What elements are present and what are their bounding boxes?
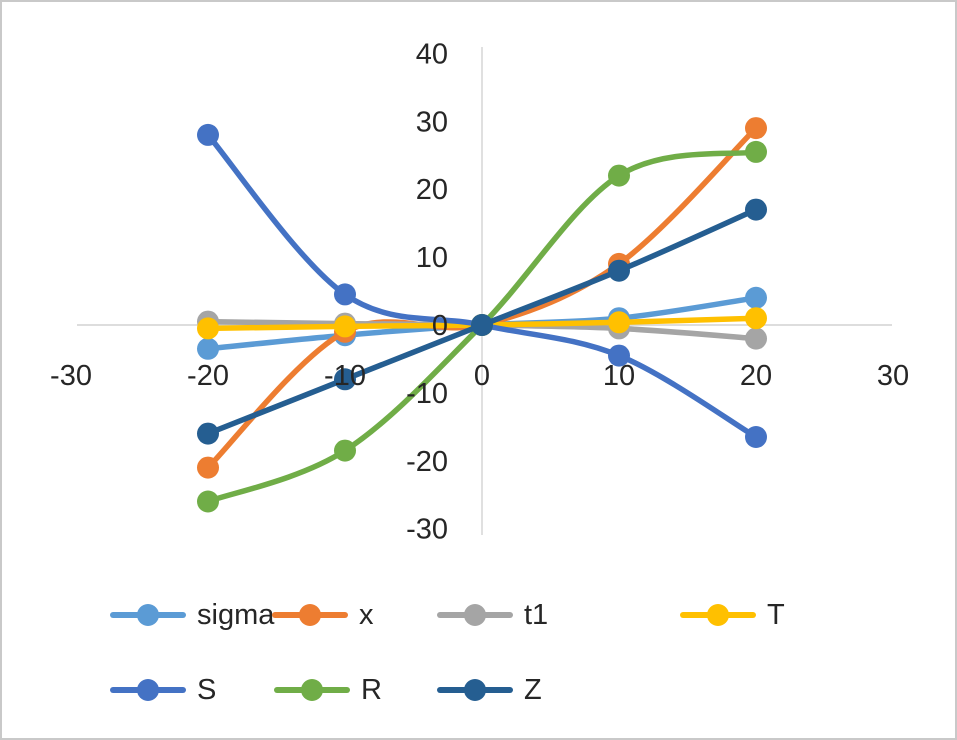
y-tick-label--20: -20	[406, 446, 448, 478]
series-point-T--10	[334, 315, 356, 338]
legend-marker-icon-x	[272, 604, 348, 626]
legend-label-S: S	[197, 673, 217, 706]
legend-dot-icon	[464, 679, 486, 701]
legend-label-t1: t1	[524, 598, 549, 631]
x-tick-label--20: -20	[187, 360, 229, 392]
legend-item-Z: Z	[437, 673, 542, 707]
series-point-R-10	[608, 164, 630, 187]
legend-dot-icon	[464, 604, 486, 626]
x-tick-label--10: -10	[324, 360, 366, 392]
legend-dot-icon	[707, 604, 729, 626]
legend-dot-icon	[137, 604, 159, 626]
legend-marker-icon-S	[110, 679, 186, 701]
legend-label-x: x	[359, 598, 374, 631]
series-point-S--20	[197, 123, 219, 146]
legend-label-sigma: sigma	[197, 598, 275, 631]
series-point-S-10	[608, 344, 630, 367]
series-point-S-20	[745, 426, 767, 448]
legend-item-x: x	[272, 598, 374, 632]
legend-line-icon	[110, 612, 186, 618]
legend-marker-icon-t1	[437, 604, 513, 626]
x-tick-label-30: 30	[877, 360, 909, 392]
legend-marker-icon-sigma	[110, 604, 186, 626]
legend-line-icon	[437, 612, 513, 618]
series-point-Z-10	[608, 259, 630, 282]
y-tick-label-40: 40	[416, 38, 448, 70]
legend-line-icon	[680, 612, 756, 618]
legend-label-T: T	[767, 598, 785, 631]
legend-line-icon	[274, 687, 350, 693]
series-point-x--20	[197, 456, 219, 479]
legend-marker-icon-Z	[437, 679, 513, 701]
y-tick-label--10: -10	[406, 378, 448, 410]
legend-line-icon	[272, 612, 348, 618]
y-tick-label-0: 0	[432, 310, 448, 342]
series-point-Z--10	[334, 368, 356, 391]
legend-item-t1: t1	[437, 598, 548, 632]
x-tick-label-10: 10	[603, 360, 635, 392]
series-point-R--10	[334, 439, 356, 462]
y-tick-label-30: 30	[416, 106, 448, 138]
legend-label-Z: Z	[524, 673, 542, 706]
legend-item-T: T	[680, 598, 785, 632]
series-point-x-20	[745, 117, 767, 140]
y-tick-label-20: 20	[416, 174, 448, 206]
series-point-R--20	[197, 490, 219, 513]
y-tick-label--30: -30	[406, 514, 448, 546]
series-point-sigma--20	[197, 337, 219, 360]
legend-label-R: R	[361, 673, 382, 706]
series-point-S--10	[334, 283, 356, 306]
line-chart-plot: 40 30 20 10 0 -10 -20 -30 -30 -20 -10 0 10 20 30	[50, 38, 909, 546]
series-point-T-20	[745, 307, 767, 330]
series-point-sigma-20	[745, 286, 767, 309]
series-point-T--20	[197, 317, 219, 340]
legend-dot-icon	[137, 679, 159, 701]
y-tick-label-10: 10	[416, 242, 448, 274]
series-point-Z-20	[745, 198, 767, 221]
legend-line-icon	[110, 687, 186, 693]
x-tick-label--30: -30	[50, 360, 92, 392]
x-tick-label-20: 20	[740, 360, 772, 392]
series-point-T-10	[608, 311, 630, 334]
legend-item-R: R	[274, 673, 382, 707]
legend-dot-icon	[301, 679, 323, 701]
series-point-Z-0	[471, 314, 493, 336]
legend-item-S: S	[110, 673, 216, 707]
x-tick-label-0: 0	[474, 360, 490, 392]
legend-item-sigma: sigma	[110, 598, 274, 632]
legend-marker-icon-R	[274, 679, 350, 701]
series-point-Z--20	[197, 422, 219, 445]
legend-dot-icon	[299, 604, 321, 626]
legend-marker-icon-T	[680, 604, 756, 626]
series-point-t1-20	[745, 327, 767, 350]
legend-line-icon	[437, 687, 513, 693]
series-point-R-20	[745, 140, 767, 163]
